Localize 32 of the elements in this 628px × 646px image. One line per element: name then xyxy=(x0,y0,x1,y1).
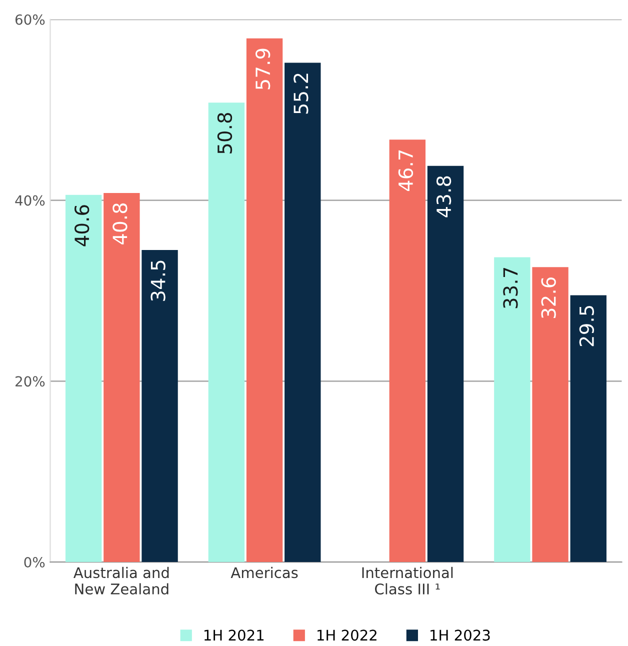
bar xyxy=(427,166,464,562)
x-tick-label: Americas xyxy=(230,566,298,578)
bar xyxy=(65,194,102,562)
legend-label: 1H 2023 xyxy=(430,630,490,641)
legend-label: 1H 2021 xyxy=(204,630,264,641)
bar xyxy=(104,193,140,562)
data-label: 29.5 xyxy=(579,306,594,346)
y-tick-label: 20% xyxy=(16,376,45,387)
bar xyxy=(208,102,245,562)
bar xyxy=(494,257,530,562)
y-tick-label: 60% xyxy=(15,14,45,25)
data-label: 40.8 xyxy=(112,203,128,244)
bar xyxy=(142,250,178,562)
y-tick-label: 40% xyxy=(15,195,45,206)
data-label: 40.6 xyxy=(74,205,90,246)
data-label: 57.9 xyxy=(255,48,270,90)
data-label: 32.6 xyxy=(541,277,556,318)
x-tick-label: Australia and New Zealand xyxy=(74,566,169,594)
bar xyxy=(532,267,568,562)
bar xyxy=(389,140,426,562)
data-label: 55.2 xyxy=(294,74,308,114)
data-label: 43.8 xyxy=(436,176,452,218)
x-tick-label: International Class III ¹ xyxy=(362,566,453,594)
bar xyxy=(284,62,321,562)
bar xyxy=(570,295,606,562)
data-label: 33.7 xyxy=(503,268,518,308)
legend-label: 1H 2022 xyxy=(318,630,376,641)
bar xyxy=(246,38,283,562)
data-label: 46.7 xyxy=(398,150,414,192)
data-label: 34.5 xyxy=(150,260,166,301)
data-label: 50.8 xyxy=(217,112,232,154)
y-tick-label: 0% xyxy=(24,556,45,568)
